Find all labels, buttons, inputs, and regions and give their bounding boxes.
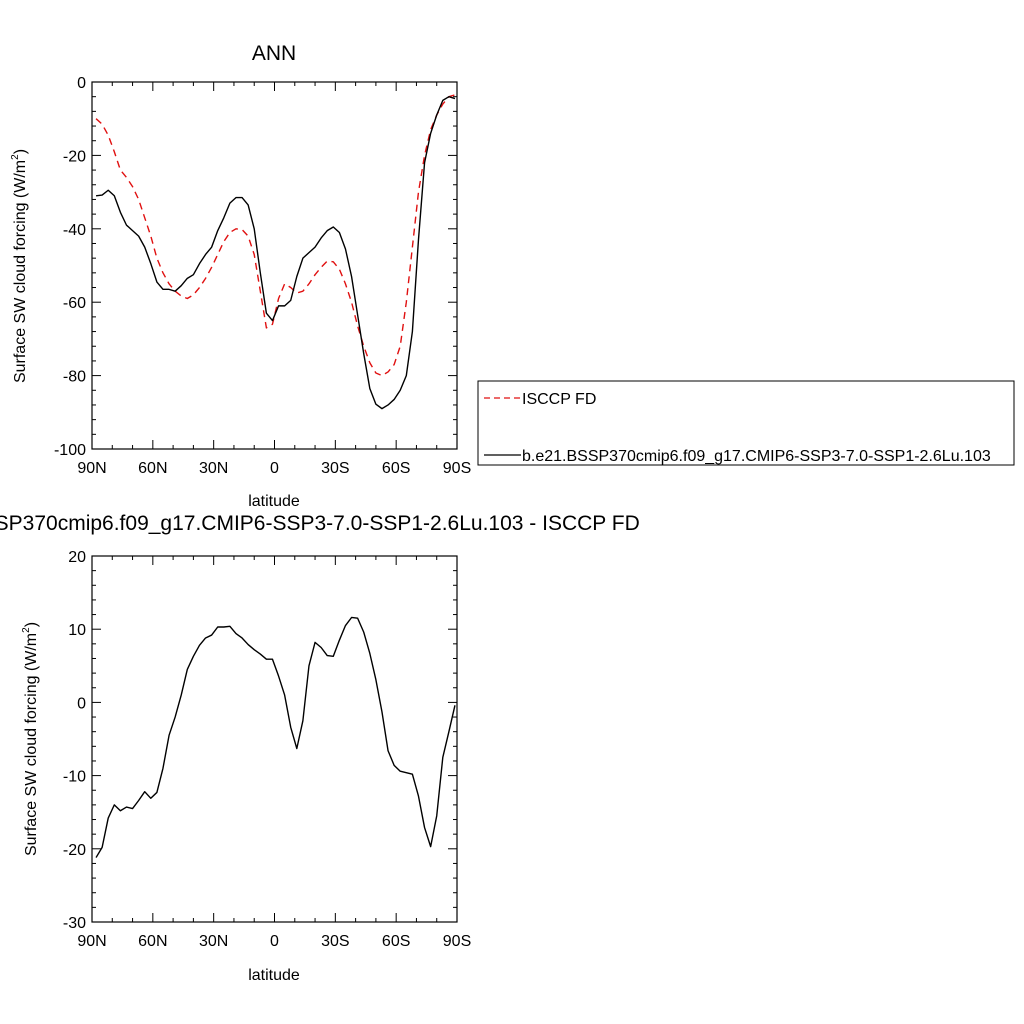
bottom-x-tick-label: 60S bbox=[382, 933, 410, 950]
top-x-tick-label: 60N bbox=[138, 460, 167, 477]
bottom-y-tick-label: -20 bbox=[63, 842, 86, 859]
bottom-y-tick-label: 20 bbox=[68, 549, 86, 566]
top-x-tick-label: 90S bbox=[443, 460, 471, 477]
top-series-line-0 bbox=[95, 94, 456, 377]
bottom-x-tick-label: 30S bbox=[321, 933, 349, 950]
bottom-y-tick-label: 10 bbox=[68, 622, 86, 639]
top-panel-title: ANN bbox=[252, 42, 296, 65]
bottom-panel: b.e21.BSSP370cmip6.f09_g17.CMIP6-SSP3-7.… bbox=[0, 512, 640, 984]
top-y-tick-label: 0 bbox=[77, 75, 86, 92]
bottom-x-tick-label: 90N bbox=[77, 933, 106, 950]
bottom-y-tick-label: -10 bbox=[63, 769, 86, 786]
legend-box bbox=[477, 380, 1015, 466]
top-plot-frame bbox=[91, 81, 458, 450]
bottom-x-tick-label: 0 bbox=[270, 933, 279, 950]
top-x-tick-label: 30S bbox=[321, 460, 349, 477]
top-panel: ANN 90N 60N 30N 0 30S 60S 90S 0 -20 -40 -60 -80 -100… bbox=[10, 42, 1015, 510]
top-y-tick-label: -20 bbox=[63, 148, 86, 165]
top-x-tick-label: 30N bbox=[199, 460, 228, 477]
top-series-line-1 bbox=[95, 95, 456, 410]
bottom-panel-title: b.e21.BSSP370cmip6.f09_g17.CMIP6-SSP3-7.… bbox=[0, 512, 640, 535]
top-x-axis-label: latitude bbox=[248, 493, 300, 510]
top-x-tick-label: 60S bbox=[382, 460, 410, 477]
bottom-x-tick-label: 30N bbox=[199, 933, 228, 950]
top-plot-area: 90N 60N 30N 0 30S 60S 90S 0 -20 -40 -60 -80 -100 bbox=[54, 75, 471, 477]
top-y-tick-label: -80 bbox=[63, 369, 86, 386]
top-y-axis-label: Surface SW cloud forcing (W/m2) bbox=[10, 149, 29, 383]
legend-label-isccp: ISCCP FD bbox=[522, 391, 596, 408]
legend-label-model: b.e21.BSSP370cmip6.f09_g17.CMIP6-SSP3-7.… bbox=[522, 448, 991, 465]
bottom-y-tick-label: 0 bbox=[77, 695, 86, 712]
top-x-tick-label: 0 bbox=[270, 460, 279, 477]
top-x-tick-label: 90N bbox=[77, 460, 106, 477]
bottom-x-tick-label: 90S bbox=[443, 933, 471, 950]
bottom-y-tick-label: -30 bbox=[63, 915, 86, 932]
top-y-tick-label: -40 bbox=[63, 222, 86, 239]
bottom-y-axis-label: Surface SW cloud forcing (W/m2) bbox=[21, 622, 40, 856]
top-y-tick-label: -60 bbox=[63, 295, 86, 312]
bottom-plot-frame bbox=[91, 555, 458, 923]
top-y-tick-label: -100 bbox=[54, 442, 86, 459]
bottom-plot-area: 90N 60N 30N 0 30S 60S 90S 20 10 0 -10 -20 -30 bbox=[63, 549, 471, 950]
bottom-x-tick-label: 60N bbox=[138, 933, 167, 950]
bottom-x-axis-label: latitude bbox=[248, 967, 300, 984]
top-legend: ISCCP FD b.e21.BSSP370cmip6.f09_g17.CMIP… bbox=[477, 380, 1015, 466]
bottom-series-line-0 bbox=[95, 616, 456, 858]
